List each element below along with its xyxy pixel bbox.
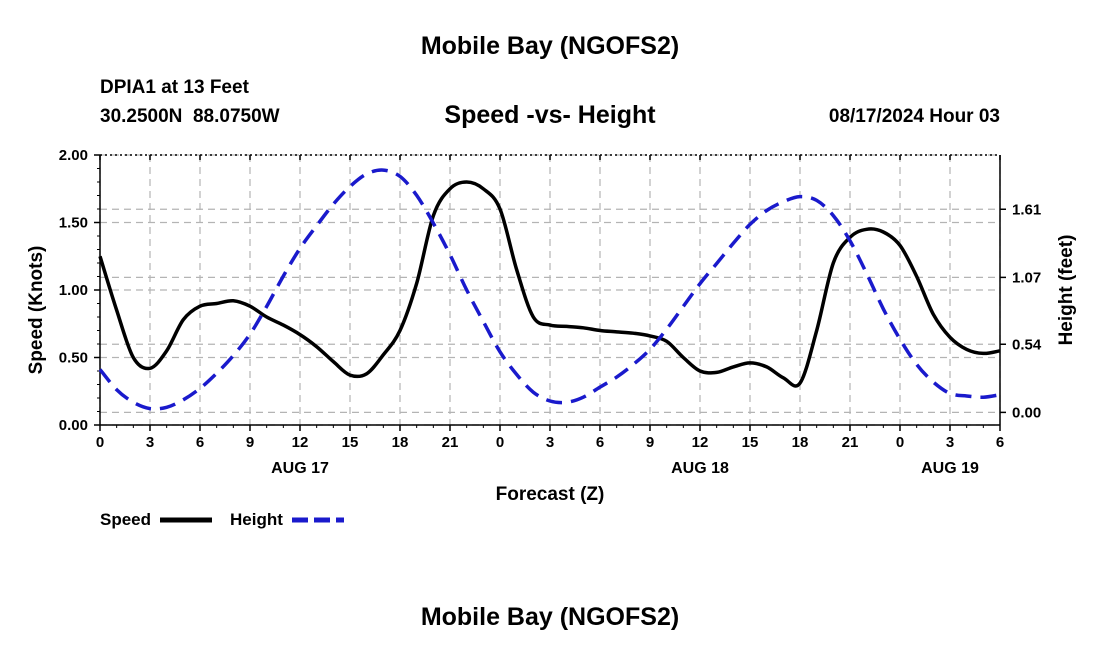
grid-lines xyxy=(99,154,1001,426)
series-line-height xyxy=(98,168,1001,411)
legend: Speed Height xyxy=(100,510,344,529)
y2-tick-label: 0.54 xyxy=(1012,336,1042,353)
station-label: DPIA1 at 13 Feet xyxy=(100,77,249,98)
x-tick-label: 6 xyxy=(196,434,204,451)
x-tick-label: 18 xyxy=(392,434,409,451)
x-tick-label: 12 xyxy=(292,434,309,451)
y-tick-label: 0.00 xyxy=(59,417,88,434)
x-tick-label: 3 xyxy=(146,434,154,451)
y2-tick-label: 0.00 xyxy=(1012,404,1041,421)
x-tick-label: 0 xyxy=(496,434,504,451)
x-tick-label: 6 xyxy=(996,434,1004,451)
date-label: AUG 18 xyxy=(671,460,729,477)
tick-labels: 0 3 6 9 12 15 18 21 0 3 6 9 12 15 18 21 0 3 6 AUG 17 AUG 18 A… xyxy=(59,147,1042,477)
y-tick-label: 1.00 xyxy=(59,282,88,299)
x-tick-label: 21 xyxy=(442,434,459,451)
x-tick-label: 6 xyxy=(596,434,604,451)
x-tick-label: 9 xyxy=(646,434,654,451)
legend-label-speed: Speed xyxy=(100,510,151,529)
legend-label-height: Height xyxy=(230,510,283,529)
x-tick-label: 15 xyxy=(742,434,759,451)
x-tick-label: 12 xyxy=(692,434,709,451)
x-tick-label: 9 xyxy=(246,434,254,451)
date-label: AUG 19 xyxy=(921,460,979,477)
footer-title: Mobile Bay (NGOFS2) xyxy=(420,603,680,631)
date-label: AUG 17 xyxy=(271,460,329,477)
x-tick-label: 0 xyxy=(96,434,104,451)
y2-axis-title: Height (feet) xyxy=(1056,235,1077,346)
x-tick-label: 0 xyxy=(896,434,904,451)
y-tick-label: 1.50 xyxy=(59,215,88,232)
y-tick-label: 2.00 xyxy=(59,147,88,164)
y-axis-title: Speed (Knots) xyxy=(26,246,47,375)
axis-titles: Forecast (Z) Speed (Knots) Height (feet) xyxy=(26,235,1077,505)
station-coordinates: 30.2500N 88.0750W xyxy=(100,106,280,127)
x-tick-label: 21 xyxy=(842,434,859,451)
chart-title: Speed -vs- Height xyxy=(444,101,656,129)
series-lines xyxy=(98,168,1001,411)
x-tick-label: 3 xyxy=(546,434,554,451)
y2-tick-label: 1.61 xyxy=(1012,201,1041,218)
y-tick-label: 0.50 xyxy=(59,350,88,367)
x-tick-label: 3 xyxy=(946,434,954,451)
series-line-speed xyxy=(98,180,1001,388)
axis-ticks xyxy=(94,154,1006,431)
x-tick-label: 15 xyxy=(342,434,359,451)
page-title: Mobile Bay (NGOFS2) xyxy=(420,32,680,60)
x-axis-title: Forecast (Z) xyxy=(496,484,605,505)
forecast-timestamp: 08/17/2024 Hour 03 xyxy=(828,106,1000,127)
x-tick-label: 18 xyxy=(792,434,809,451)
y2-tick-label: 1.07 xyxy=(1012,269,1041,286)
